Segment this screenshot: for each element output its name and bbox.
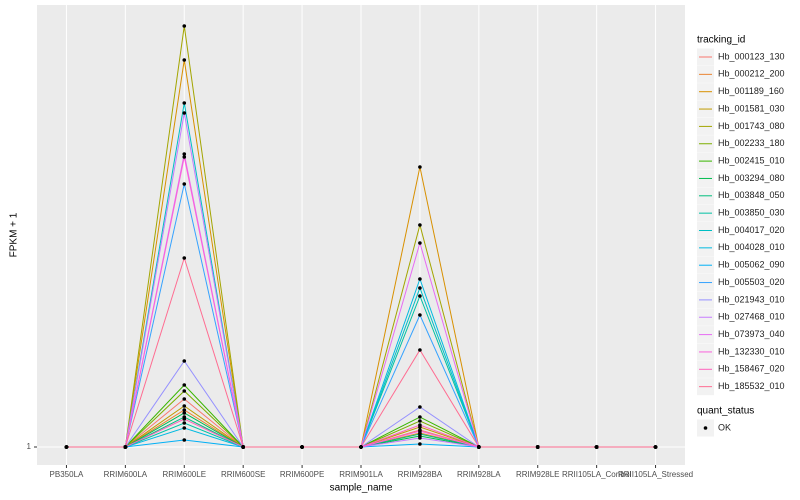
data-point <box>418 348 422 352</box>
data-point <box>182 411 187 415</box>
legend-label: Hb_003294_080 <box>718 173 785 183</box>
data-point <box>182 417 187 421</box>
data-point <box>418 277 422 281</box>
x-tick-label: RRIM600LE <box>162 470 206 479</box>
x-tick-label: RRII105LA_Control <box>562 470 632 479</box>
legend-title: quant_status <box>697 406 754 417</box>
x-axis-title: sample_name <box>330 483 393 494</box>
legend-label: Hb_005503_020 <box>718 277 785 287</box>
data-point <box>359 445 363 449</box>
data-point <box>182 389 187 393</box>
legend-title: tracking_id <box>697 35 745 46</box>
x-tick-label: RRII105LA_Stressed <box>618 470 693 479</box>
legend-label: Hb_021943_010 <box>718 294 785 304</box>
data-point <box>418 223 422 227</box>
data-point <box>594 445 599 449</box>
data-point <box>182 101 187 105</box>
data-point <box>418 294 422 298</box>
data-point <box>182 438 187 442</box>
x-tick-label: PB350LA <box>50 470 84 479</box>
data-point <box>64 445 69 449</box>
data-point <box>123 445 128 449</box>
legend-label: Hb_001581_030 <box>718 103 785 113</box>
data-point <box>418 429 422 433</box>
data-point <box>477 445 481 449</box>
data-point <box>300 445 304 449</box>
x-tick-label: RRIM600SE <box>221 470 265 479</box>
data-point <box>182 404 187 408</box>
data-point <box>418 442 422 446</box>
data-point <box>182 359 187 363</box>
legend-label: Hb_000123_130 <box>718 51 785 61</box>
data-point <box>241 445 245 449</box>
legend-label: Hb_002415_010 <box>718 155 785 165</box>
data-point <box>182 408 187 412</box>
data-point <box>418 423 422 427</box>
legend-label: Hb_002233_180 <box>718 138 785 148</box>
legend-label: OK <box>718 422 731 432</box>
legend-label: Hb_003850_030 <box>718 208 785 218</box>
legend-label: Hb_003848_050 <box>718 190 785 200</box>
data-point <box>418 415 422 419</box>
data-point <box>418 165 422 169</box>
legend-label: Hb_001189_160 <box>718 86 784 96</box>
legend-label: Hb_004028_010 <box>718 242 785 252</box>
y-axis-title: FPKM + 1 <box>9 212 20 257</box>
data-point <box>182 111 187 115</box>
x-tick-label: RRIM928LA <box>457 470 501 479</box>
data-point <box>182 182 187 186</box>
legend-label: Hb_132330_010 <box>718 346 785 356</box>
data-point <box>182 256 187 260</box>
data-point <box>418 241 422 245</box>
data-point <box>418 432 422 436</box>
data-point <box>182 426 187 430</box>
data-point <box>418 286 422 290</box>
legend-label: Hb_000212_200 <box>718 69 785 79</box>
data-point <box>653 445 658 449</box>
legend-point <box>703 426 708 430</box>
data-point <box>418 405 422 409</box>
x-tick-label: RRIM600PE <box>280 470 324 479</box>
data-point <box>182 421 187 425</box>
x-tick-label: RRIM928LE <box>516 470 560 479</box>
data-point <box>182 397 187 401</box>
data-point <box>182 152 187 156</box>
data-point <box>418 419 422 423</box>
legend-label: Hb_158467_020 <box>718 364 785 374</box>
x-tick-label: RRIM600LA <box>104 470 148 479</box>
data-point <box>182 58 187 62</box>
x-tick-label: RRIM901LA <box>339 470 383 479</box>
legend-label: Hb_073973_040 <box>718 329 785 339</box>
y-tick-label: 1 <box>27 442 32 451</box>
data-point <box>418 313 422 317</box>
data-point <box>182 383 187 387</box>
data-point <box>182 155 187 159</box>
legend-label: Hb_027468_010 <box>718 312 785 322</box>
data-point <box>182 24 187 28</box>
legend-label: Hb_004017_020 <box>718 225 785 235</box>
data-point <box>418 436 422 440</box>
legend-label: Hb_185532_010 <box>718 381 785 391</box>
data-point <box>535 445 540 449</box>
legend-label: Hb_001743_080 <box>718 121 785 131</box>
x-tick-label: RRIM928BA <box>398 470 443 479</box>
legend-label: Hb_005062_090 <box>718 260 785 270</box>
